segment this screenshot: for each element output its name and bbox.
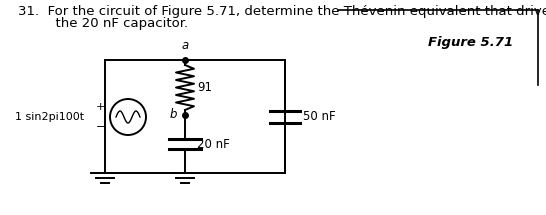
Text: 1 sin2pi100t: 1 sin2pi100t xyxy=(15,112,84,122)
Text: 50 nF: 50 nF xyxy=(303,110,336,123)
Text: a: a xyxy=(181,39,188,52)
Text: 20 nF: 20 nF xyxy=(197,138,230,150)
Text: the 20 nF capacitor.: the 20 nF capacitor. xyxy=(30,17,188,30)
Text: −: − xyxy=(96,122,105,132)
Text: 31.  For the circuit of Figure 5.71, determine the Thévenin equivalent that driv: 31. For the circuit of Figure 5.71, dete… xyxy=(18,5,546,18)
Text: +: + xyxy=(96,102,105,112)
Text: Figure 5.71: Figure 5.71 xyxy=(428,36,513,49)
Text: b: b xyxy=(169,109,177,121)
Text: 91: 91 xyxy=(197,81,212,94)
